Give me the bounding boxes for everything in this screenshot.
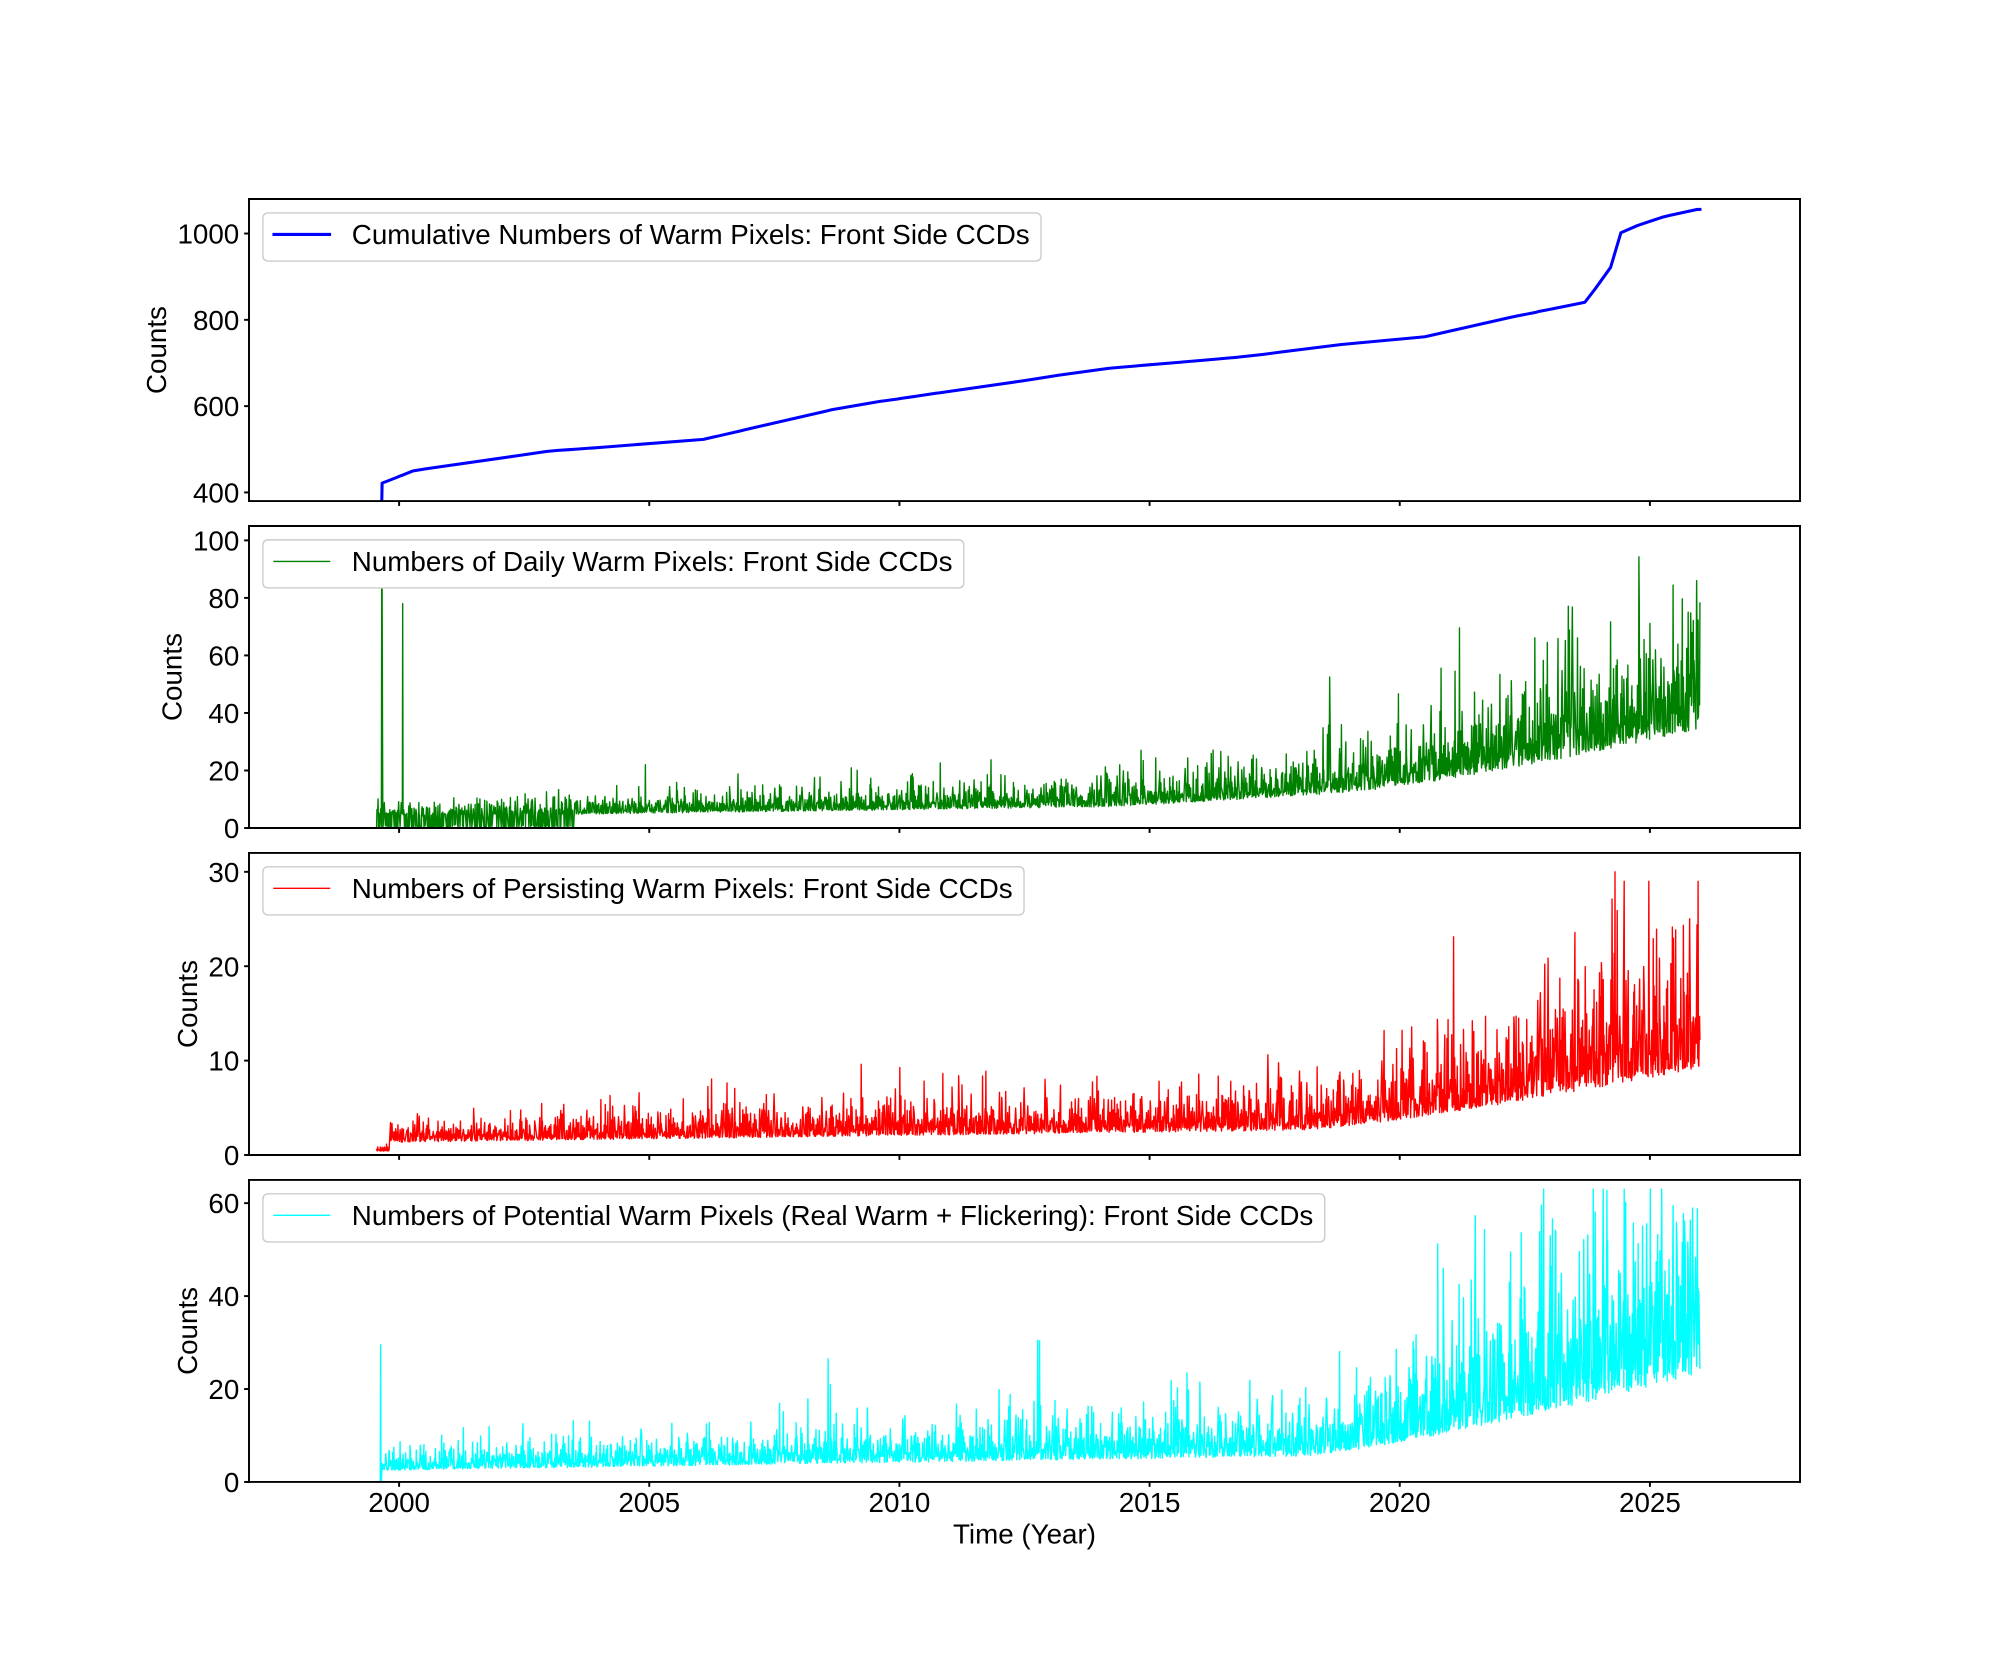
svg-text:Time (Year): Time (Year) <box>953 1518 1096 1549</box>
svg-text:Numbers of Daily Warm Pixels:: Numbers of Daily Warm Pixels: Front Side… <box>352 546 953 577</box>
svg-text:600: 600 <box>193 391 239 422</box>
svg-text:40: 40 <box>208 698 239 729</box>
svg-text:20: 20 <box>208 1374 239 1405</box>
svg-text:20: 20 <box>208 756 239 787</box>
svg-text:60: 60 <box>208 640 239 671</box>
svg-text:100: 100 <box>193 525 239 556</box>
svg-text:Cumulative Numbers of Warm Pix: Cumulative Numbers of Warm Pixels: Front… <box>352 219 1030 250</box>
svg-text:Counts: Counts <box>141 306 172 394</box>
svg-text:30: 30 <box>208 857 239 888</box>
svg-text:Counts: Counts <box>172 960 203 1048</box>
svg-text:60: 60 <box>208 1188 239 1219</box>
svg-text:0: 0 <box>224 1140 239 1171</box>
svg-text:400: 400 <box>193 477 239 508</box>
svg-text:1000: 1000 <box>177 219 239 250</box>
svg-text:Numbers of Potential Warm Pixe: Numbers of Potential Warm Pixels (Real W… <box>352 1200 1314 1231</box>
svg-text:800: 800 <box>193 305 239 336</box>
svg-text:Counts: Counts <box>157 633 188 721</box>
svg-text:2010: 2010 <box>869 1487 931 1518</box>
svg-text:40: 40 <box>208 1281 239 1312</box>
svg-text:2000: 2000 <box>368 1487 430 1518</box>
svg-text:Numbers of Persisting Warm Pix: Numbers of Persisting Warm Pixels: Front… <box>352 873 1013 904</box>
svg-text:0: 0 <box>224 813 239 844</box>
svg-text:2025: 2025 <box>1619 1487 1681 1518</box>
svg-text:20: 20 <box>208 951 239 982</box>
svg-text:80: 80 <box>208 583 239 614</box>
svg-text:10: 10 <box>208 1046 239 1077</box>
svg-text:Counts: Counts <box>172 1287 203 1375</box>
svg-text:2015: 2015 <box>1119 1487 1181 1518</box>
svg-text:2005: 2005 <box>618 1487 680 1518</box>
svg-text:2020: 2020 <box>1369 1487 1431 1518</box>
svg-text:0: 0 <box>224 1467 239 1498</box>
